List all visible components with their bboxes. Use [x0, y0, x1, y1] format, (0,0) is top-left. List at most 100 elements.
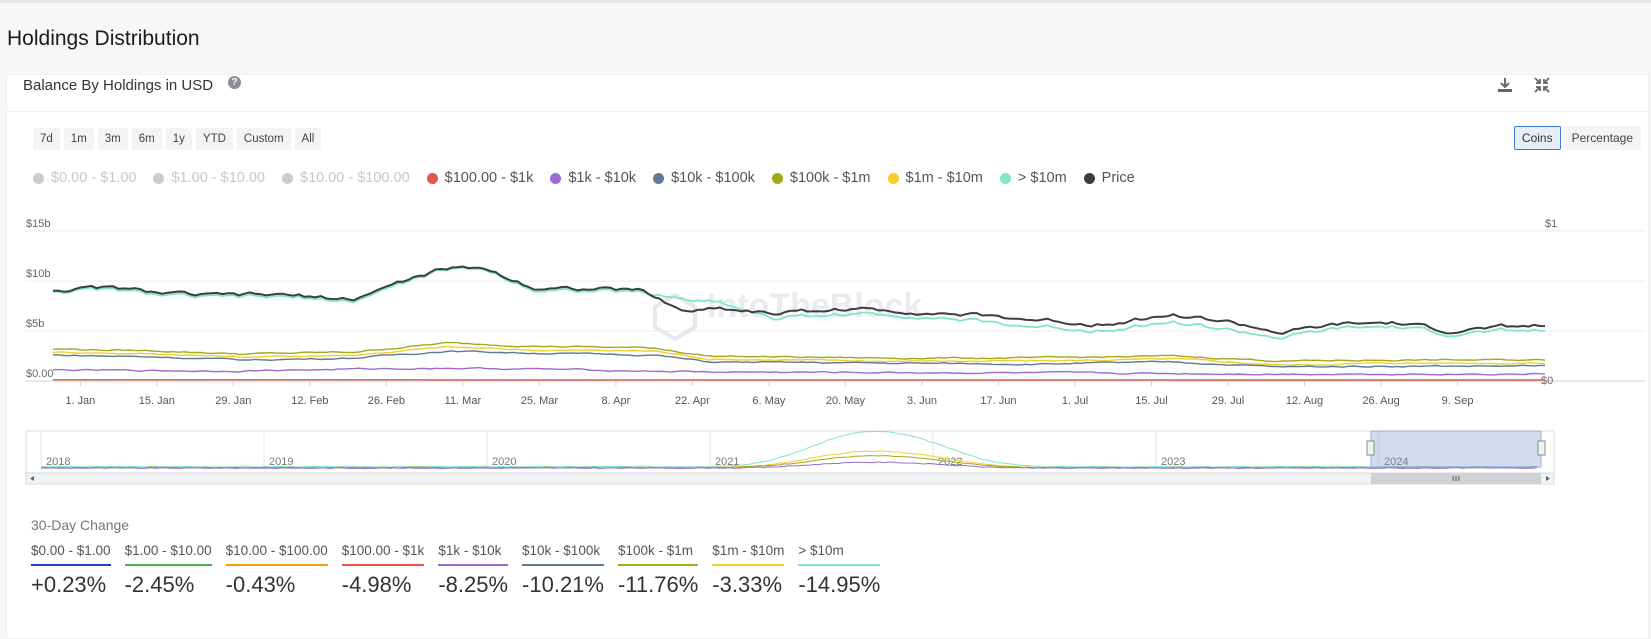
y-tick-label: $0.00 — [26, 368, 54, 380]
legend-label: $1.00 - $10.00 — [171, 170, 265, 186]
range-button-all[interactable]: All — [294, 128, 322, 150]
x-tick-label: 1. Jul — [1062, 395, 1088, 407]
change-label: $100k - $1m — [617, 543, 699, 566]
y-tick-label: $5b — [26, 318, 44, 330]
legend-label: > $10m — [1017, 170, 1067, 186]
navigator-year-label: 2018 — [46, 456, 70, 468]
change-label: $10k - $100k — [522, 543, 604, 566]
legend-label: $100k - $1m — [789, 170, 871, 186]
collapse-icon[interactable] — [1532, 75, 1552, 95]
legend-item[interactable]: $100.00 - $1k — [426, 170, 534, 186]
x-tick-label: 15. Jan — [139, 395, 175, 407]
change-item: $10k - $100k -10.21% — [522, 543, 604, 598]
navigator-year-label: 2020 — [492, 456, 516, 468]
legend-dot-icon — [426, 172, 438, 184]
range-button-6m[interactable]: 6m — [131, 128, 162, 150]
range-button-1m[interactable]: 1m — [63, 128, 94, 150]
range-selector: 7d 1m 3m 6m 1y YTD Custom All — [33, 128, 322, 150]
navigator-handle-right[interactable] — [1537, 440, 1546, 456]
change-value: -4.98% — [341, 572, 412, 597]
change-label: $100.00 - $1k — [341, 543, 425, 566]
legend-label: Price — [1101, 170, 1135, 186]
change-label: $0.00 - $1.00 — [31, 543, 111, 566]
legend-label: $10.00 - $100.00 — [300, 170, 410, 186]
range-button-3m[interactable]: 3m — [97, 128, 128, 150]
legend-dot-icon — [153, 172, 165, 184]
change-item: $1m - $10m -3.33% — [712, 543, 785, 598]
legend-item[interactable]: $10.00 - $100.00 — [282, 170, 410, 186]
legend-item[interactable]: $0.00 - $1.00 — [33, 170, 136, 186]
x-tick-label: 12. Aug — [1286, 395, 1323, 407]
series-line — [52, 341, 1546, 363]
navigator-series-line — [40, 461, 1538, 470]
legend-item[interactable]: $1.00 - $10.00 — [153, 170, 265, 186]
change-item: $100k - $1m -11.76% — [617, 543, 699, 598]
x-tick-label: 6. May — [752, 395, 786, 407]
change-item: $0.00 - $1.00 +0.23% — [31, 543, 111, 598]
change-title: 30-Day Change — [31, 517, 130, 533]
legend-label: $1k - $10k — [568, 170, 637, 186]
series-line — [52, 265, 1546, 335]
legend-label: $0.00 - $1.00 — [51, 170, 137, 186]
legend-item[interactable]: $1m - $10m — [887, 170, 983, 186]
watermark-text: IntoTheBlock — [707, 287, 922, 325]
unit-toggle: Coins Percentage — [1513, 126, 1641, 150]
change-label: $10.00 - $100.00 — [225, 543, 328, 566]
x-tick-label: 17. Jun — [980, 395, 1016, 407]
x-tick-label: 29. Jan — [215, 395, 251, 407]
x-tick-label: 20. May — [826, 395, 866, 407]
legend-item[interactable]: $10k - $100k — [653, 170, 755, 186]
toggle-coins[interactable]: Coins — [1513, 126, 1561, 150]
scroll-right-icon[interactable] — [1546, 476, 1550, 481]
change-label: $1m - $10m — [712, 543, 785, 566]
x-tick-label: 25. Mar — [521, 395, 559, 407]
x-tick-label: 26. Feb — [368, 395, 405, 407]
change-item: $10.00 - $100.00 -0.43% — [225, 543, 328, 598]
legend-label: $1m - $10m — [905, 170, 983, 186]
x-tick-label: 15. Jul — [1135, 395, 1167, 407]
x-tick-label: 1. Jan — [65, 395, 95, 407]
change-value: +0.23% — [31, 572, 107, 597]
legend-item[interactable]: > $10m — [999, 170, 1067, 186]
legend-item[interactable]: $1k - $10k — [550, 170, 636, 186]
change-value: -11.76% — [617, 572, 699, 597]
change-item: > $10m -14.95% — [798, 543, 881, 598]
watermark-logo-icon — [653, 292, 697, 342]
range-button-1y[interactable]: 1y — [165, 128, 192, 150]
navigator-handle-left[interactable] — [1366, 440, 1375, 456]
legend-dot-icon — [1083, 172, 1095, 184]
range-button-7d[interactable]: 7d — [33, 128, 60, 150]
toggle-percentage[interactable]: Percentage — [1563, 126, 1641, 150]
top-border — [0, 0, 1651, 3]
navigator-selection[interactable] — [1370, 430, 1542, 468]
x-tick-label: 12. Feb — [291, 395, 328, 407]
legend-dot-icon — [550, 172, 562, 184]
card-header: Balance By Holdings in USD ? — [7, 75, 1648, 112]
navigator-scrollbar-track[interactable] — [25, 472, 1555, 485]
x-tick-label: 9. Sep — [1442, 395, 1474, 407]
change-value: -14.95% — [798, 572, 881, 597]
legend-item[interactable]: $100k - $1m — [771, 170, 871, 186]
legend-dot-icon — [33, 172, 44, 184]
legend-label: $100.00 - $1k — [444, 170, 534, 186]
x-tick-label: 3. Jun — [907, 395, 937, 407]
help-icon[interactable]: ? — [228, 76, 241, 89]
scroll-left-icon[interactable] — [30, 476, 34, 481]
chart-legend: $0.00 - $1.00 $1.00 - $10.00 $10.00 - $100… — [33, 170, 1152, 186]
change-item: $1k - $10k -8.25% — [438, 543, 509, 598]
page-title: Holdings Distribution — [7, 27, 200, 50]
chart-card: Balance By Holdings in USD ? 7d 1m 3m 6m 1y Y… — [6, 74, 1649, 639]
range-button-ytd[interactable]: YTD — [195, 128, 233, 150]
series-line — [52, 350, 1545, 368]
change-label: $1.00 - $10.00 — [124, 543, 212, 566]
legend-label: $10k - $100k — [671, 170, 755, 186]
download-icon[interactable] — [1495, 75, 1515, 95]
change-item: $1.00 - $10.00 -2.45% — [124, 543, 212, 598]
series-line — [52, 366, 1546, 376]
range-button-custom[interactable]: Custom — [236, 128, 291, 150]
y-tick-label: $10b — [26, 268, 50, 280]
navigator-year-label: 2023 — [1161, 456, 1185, 468]
change-label: $1k - $10k — [438, 543, 509, 566]
x-tick-label: 22. Apr — [675, 395, 710, 407]
legend-item[interactable]: Price — [1083, 170, 1135, 186]
